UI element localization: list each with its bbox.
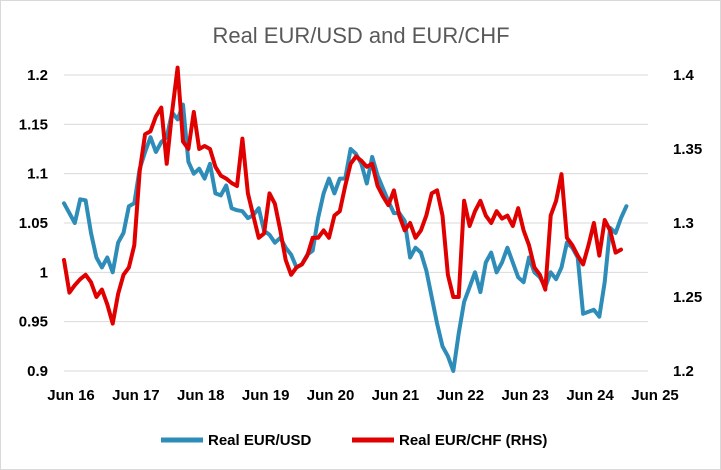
chart-title: Real EUR/USD and EUR/CHF: [212, 23, 509, 48]
x-tick-label: Jun 24: [566, 387, 614, 404]
x-tick-label: Jun 17: [112, 387, 160, 404]
y-left-tick-label: 1.15: [19, 116, 48, 133]
y-left-tick-label: 1: [40, 264, 48, 281]
x-tick-label: Jun 23: [501, 387, 549, 404]
x-tick-label: Jun 18: [177, 387, 225, 404]
x-tick-label: Jun 22: [437, 387, 485, 404]
series-line-eur-chf: [62, 65, 623, 326]
legend-label-usd: Real EUR/USD: [208, 432, 312, 449]
y-right-tick-label: 1.25: [673, 289, 702, 306]
x-tick-label: Jun 25: [631, 387, 679, 404]
y-left-tick-label: 1.05: [19, 215, 48, 232]
x-tick-label: Jun 20: [307, 387, 355, 404]
y-right-tick-label: 1.3: [673, 215, 694, 232]
x-axis-ticks: Jun 16 Jun 17 Jun 18 Jun 19 Jun 20 Jun 21 Jun …: [47, 387, 679, 404]
x-tick-label: Jun 19: [242, 387, 290, 404]
legend-label-chf: Real EUR/CHF (RHS): [399, 432, 547, 449]
right-axis-ticks: 1.2 1.25 1.3 1.35 1.4: [673, 67, 702, 380]
gridlines: [64, 74, 648, 372]
left-axis-ticks: 0.9 0.95 1 1.05 1.1 1.15 1.2: [19, 67, 48, 380]
x-tick-label: Jun 16: [47, 387, 95, 404]
y-right-tick-label: 1.4: [673, 67, 695, 84]
y-left-tick-label: 1.1: [27, 166, 48, 183]
y-right-tick-label: 1.2: [673, 363, 694, 380]
y-left-tick-label: 1.2: [27, 67, 48, 84]
x-tick-label: Jun 21: [372, 387, 420, 404]
series-line-eur-usd: [62, 102, 629, 373]
y-right-tick-label: 1.35: [673, 141, 702, 158]
series-layer: [62, 65, 629, 373]
y-left-tick-label: 0.95: [19, 314, 48, 331]
y-left-tick-label: 0.9: [27, 363, 48, 380]
legend: Real EUR/USD Real EUR/CHF (RHS): [161, 432, 547, 449]
